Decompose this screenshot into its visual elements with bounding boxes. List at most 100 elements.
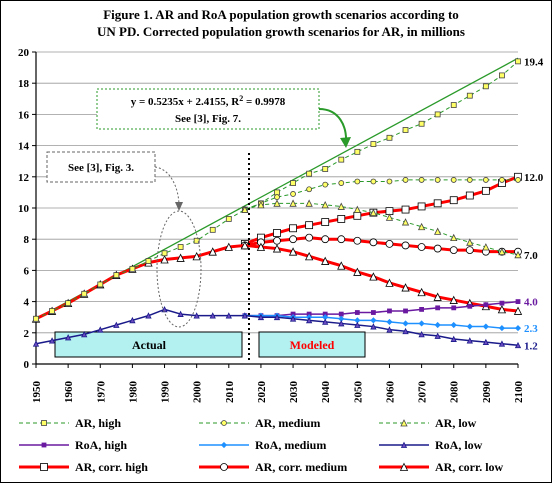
data-point-roa-low [193, 312, 200, 319]
data-point-ar-corr-high [401, 205, 410, 214]
data-point-roa-medium [418, 320, 425, 327]
data-point-roa-low [498, 340, 506, 347]
data-point-ar-corr-high [273, 229, 281, 237]
regression-arrowhead [340, 137, 351, 148]
data-point-roa-high [499, 300, 505, 306]
data-point-roa-high [403, 308, 408, 314]
data-point-ar-medium [386, 178, 393, 185]
data-point-ar-low [514, 250, 522, 259]
data-point-roa-low [354, 321, 361, 328]
see-fig3-box [46, 151, 156, 183]
x-tick-label: 2000 [192, 381, 204, 404]
data-point-roa-low [482, 338, 490, 346]
data-point-ar-medium [322, 181, 329, 188]
data-point-ar-medium [434, 177, 441, 183]
legend-swatch-marker [41, 420, 47, 426]
y-tick-label: 4 [24, 297, 30, 309]
data-point-roa-low [209, 312, 216, 319]
data-point-ar-corr-high [353, 211, 362, 220]
data-point-ar-high [402, 127, 409, 133]
see-fig3-ellipse [156, 210, 202, 328]
regression-see-fig7: See [3], Fig. 7. [175, 113, 241, 125]
x-tick-label: 2060 [384, 381, 396, 404]
data-point-roa-high [338, 311, 344, 317]
data-point-ar-medium [338, 180, 345, 186]
legend-label: AR, high [75, 416, 121, 430]
data-point-ar-low [466, 238, 474, 246]
data-point-roa-high [354, 310, 360, 315]
data-point-ar-high [370, 141, 377, 147]
x-tick-label: 2070 [417, 381, 429, 404]
data-point-ar-high [161, 250, 168, 257]
data-point-roa-high [467, 303, 473, 309]
y-tick-label: 6 [24, 265, 30, 277]
data-point-ar-low [434, 227, 442, 235]
series-ar-low [241, 199, 522, 259]
data-point-roa-low [402, 327, 409, 335]
x-tick-label: 2050 [352, 381, 364, 404]
data-point-ar-corr-low [513, 306, 523, 315]
modeled-box [258, 331, 366, 358]
legend-item-ar-medium: AR, medium [199, 416, 320, 430]
data-point-ar-high [81, 290, 88, 297]
data-point-roa-low [434, 332, 441, 339]
legend-swatch-marker [399, 462, 409, 471]
data-point-ar-medium [354, 178, 361, 185]
data-point-ar-corr-low [497, 305, 507, 314]
data-point-ar-corr-medium [337, 235, 346, 244]
data-point-ar-low [385, 213, 394, 221]
data-point-roa-medium [402, 320, 409, 327]
end-label: 7.0 [524, 250, 538, 262]
data-point-ar-high [193, 237, 200, 244]
legend-swatch-marker [400, 441, 408, 448]
legend-item-ar-corr-medium: AR, corr. medium [199, 460, 347, 474]
data-point-roa-low [129, 316, 136, 324]
data-point-ar-medium [402, 177, 409, 183]
data-point-ar-high [482, 83, 489, 90]
data-point-ar-low [273, 199, 281, 207]
data-point-ar-low [369, 208, 378, 217]
data-point-ar-medium [499, 177, 505, 183]
see-fig3-arrowhead [175, 202, 183, 211]
data-point-roa-medium [514, 325, 522, 332]
legend-item-roa-medium: RoA, medium [199, 438, 326, 452]
data-point-roa-low [289, 315, 297, 322]
data-point-roa-medium [466, 323, 473, 330]
series-roa-high [242, 299, 521, 319]
data-point-roa-low [81, 330, 88, 338]
series-line-ar-low [244, 202, 519, 256]
data-point-ar-corr-low [337, 261, 346, 270]
data-point-ar-corr-medium [353, 236, 362, 245]
legend-label: AR, medium [255, 416, 320, 430]
data-point-ar-medium [370, 178, 377, 185]
data-point-ar-medium [515, 177, 521, 183]
see-fig3-annotation: See [3], Fig. 3. [46, 151, 202, 328]
data-point-roa-high [451, 305, 457, 311]
data-point-ar-high [33, 315, 39, 322]
data-point-ar-high [129, 265, 136, 272]
data-point-roa-medium [434, 321, 441, 329]
end-label: 19.4 [524, 56, 544, 68]
data-point-ar-high [450, 102, 457, 108]
data-point-roa-high [370, 310, 376, 315]
data-point-ar-high [97, 281, 104, 288]
data-point-ar-corr-low [433, 292, 442, 301]
series-roa-low [32, 306, 522, 349]
data-point-roa-medium [498, 325, 505, 332]
legend-swatch-marker [220, 463, 228, 471]
regression-annotation: y = 0.5235x + 2.4155, R2 = 0.9978 See [3… [96, 88, 351, 148]
data-point-roa-medium [386, 318, 393, 325]
legend-item-ar-corr-low: AR, corr. low [379, 460, 504, 474]
data-point-roa-low [386, 326, 393, 333]
data-point-ar-corr-low [256, 242, 266, 251]
data-point-ar-medium [450, 177, 457, 183]
data-point-roa-low [113, 321, 120, 328]
data-point-ar-corr-medium [321, 235, 330, 244]
data-point-roa-low [257, 313, 265, 321]
data-point-ar-corr-low [369, 272, 378, 281]
legend-item-roa-low: RoA, low [379, 438, 483, 452]
data-point-roa-low [225, 312, 232, 319]
data-point-ar-high [466, 92, 473, 99]
y-tick-label: 2 [24, 328, 30, 340]
